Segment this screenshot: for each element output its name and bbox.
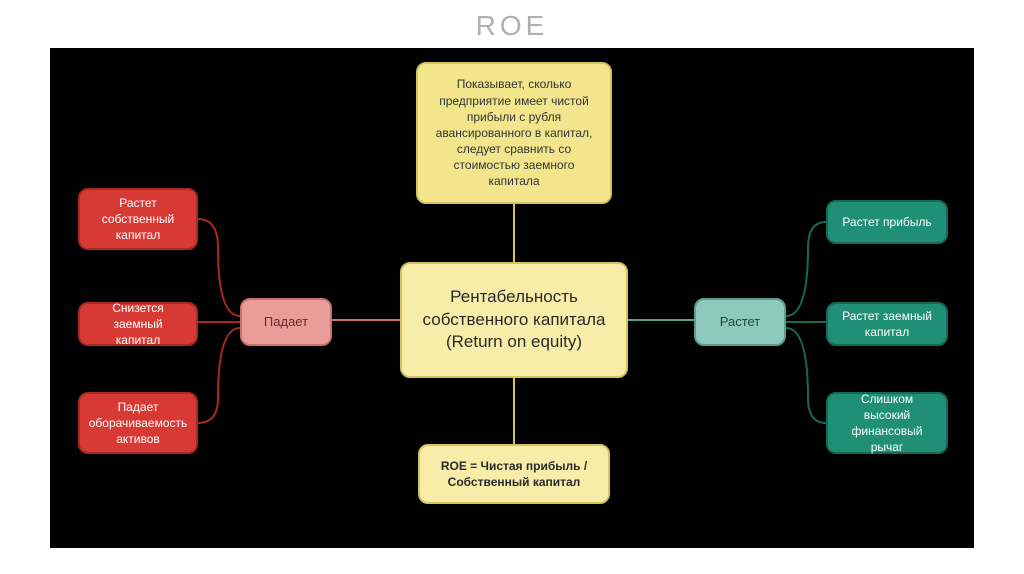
diagram-canvas: Показывает, сколько предприятие имеет чи…	[50, 48, 974, 548]
node-right_hub: Растет	[694, 298, 786, 346]
node-center: Рентабельность собственного капитала (Re…	[400, 262, 628, 378]
edge-7	[786, 222, 826, 316]
node-bottom_formula: ROE = Чистая прибыль / Собственный капит…	[418, 444, 610, 504]
node-left_hub: Падает	[240, 298, 332, 346]
node-left2: Снизется заемный капитал	[78, 302, 198, 346]
node-left3: Падает оборачиваемость активов	[78, 392, 198, 454]
edge-9	[786, 328, 826, 423]
node-right1: Растет прибыль	[826, 200, 948, 244]
page-title: ROE	[0, 0, 1024, 48]
node-right3: Слишком высокий финансовый рычаг	[826, 392, 948, 454]
edge-5	[198, 328, 240, 423]
edge-3	[198, 219, 240, 316]
node-left1: Растет собственный капитал	[78, 188, 198, 250]
node-top_desc: Показывает, сколько предприятие имеет чи…	[416, 62, 612, 204]
node-right2: Растет заемный капитал	[826, 302, 948, 346]
